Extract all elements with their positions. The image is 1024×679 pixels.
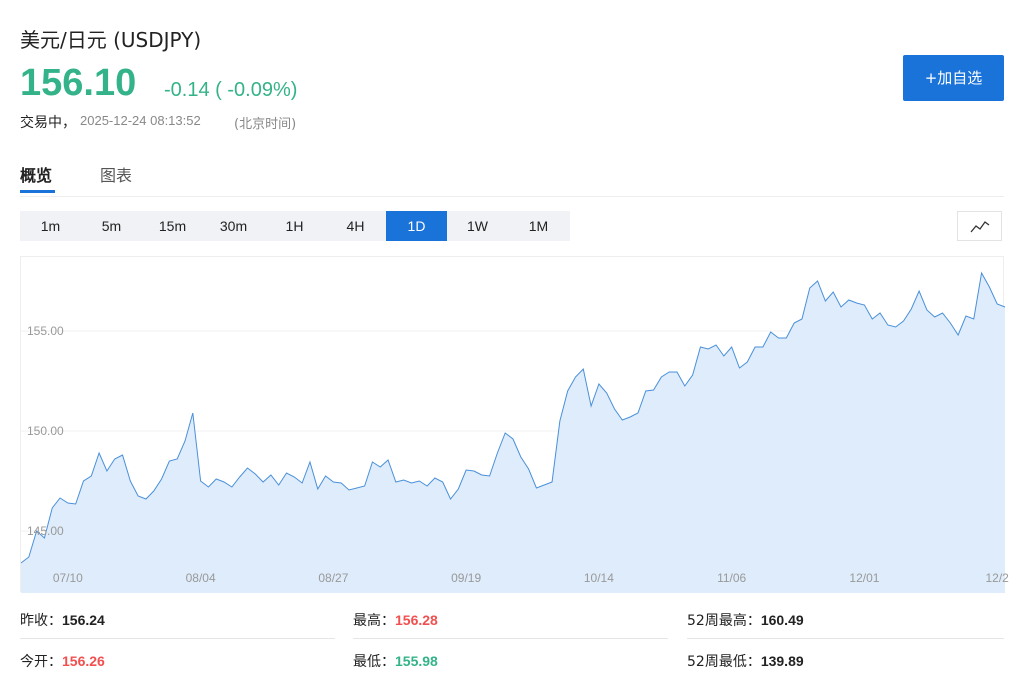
stat: 最高：156.28	[353, 610, 438, 630]
timezone: (北京时间)	[234, 117, 297, 132]
price-chart: 145.00 150.00 155.00 07/10 08/04 08/27 09/19 10…	[20, 256, 1009, 593]
stat-label: 52周最高：	[687, 613, 761, 629]
row-divider	[687, 638, 1004, 639]
tab-indicator	[20, 190, 55, 193]
period-selector: 1m 5m 15m 30m 1H 4H 1D 1W 1M	[20, 211, 570, 241]
stat-value: 156.26	[62, 653, 105, 669]
price-change: -0.14 ( -0.09%)	[164, 79, 298, 101]
period-button[interactable]: 4H	[346, 218, 365, 234]
x-tick-label: 11/06	[717, 571, 746, 585]
period-button[interactable]: 1m	[40, 218, 61, 234]
y-tick-label: 145.00	[27, 524, 64, 538]
stat-value: 139.89	[760, 653, 804, 669]
divider	[20, 196, 1004, 197]
period-button[interactable]: 1H	[285, 218, 304, 234]
stat: 最低：155.98	[353, 651, 438, 671]
stat-label: 最高：	[353, 613, 395, 629]
stat: 52周最低：139.89	[687, 651, 804, 671]
chart-type-button[interactable]	[957, 211, 1002, 241]
x-tick-label: 08/27	[318, 571, 348, 585]
area-fill	[21, 273, 1005, 593]
title: 美元/日元 (USDJPY)	[20, 28, 202, 52]
stat-label: 昨收：	[20, 613, 62, 629]
x-tick-label: 12/2	[986, 571, 1010, 585]
stat-value: 156.24	[62, 612, 105, 628]
tab[interactable]: 图表	[100, 166, 133, 185]
stat-value: 156.28	[395, 612, 438, 628]
y-tick-label: 150.00	[27, 424, 64, 438]
add-watchlist-button[interactable]: +加自选	[903, 55, 1004, 101]
price: 156.10	[20, 62, 137, 104]
period-button[interactable]: 1D	[386, 211, 447, 241]
period-button[interactable]: 1W	[467, 218, 488, 234]
x-tick-label: 08/04	[186, 571, 216, 585]
chart-icon	[970, 221, 990, 233]
stat-value: 160.49	[760, 612, 804, 628]
stat-value: 155.98	[395, 653, 438, 669]
timestamp: 2025-12-24 08:13:52	[80, 113, 201, 128]
price-line	[20, 271, 1006, 564]
x-tick-label: 10/14	[584, 571, 614, 585]
stat: 今开：156.26	[20, 651, 105, 671]
row-divider	[20, 638, 335, 639]
period-button[interactable]: 5m	[101, 218, 122, 234]
period-button[interactable]: 15m	[158, 218, 187, 234]
stat-label: 52周最低：	[687, 654, 761, 670]
stat: 52周最高：160.49	[687, 610, 804, 630]
period-button[interactable]: 1M	[528, 218, 549, 234]
tab[interactable]: 概览	[20, 166, 53, 185]
trade-status: 交易中，	[20, 115, 76, 131]
stat: 昨收：156.24	[20, 610, 105, 630]
row-divider	[353, 638, 668, 639]
stat-label: 今开：	[20, 654, 62, 670]
x-tick-label: 09/19	[451, 571, 481, 585]
x-tick-label: 12/01	[849, 571, 879, 585]
stat-label: 最低：	[353, 654, 395, 670]
period-button[interactable]: 30m	[219, 218, 248, 234]
x-tick-label: 07/10	[53, 571, 83, 585]
y-tick-label: 155.00	[27, 324, 64, 338]
